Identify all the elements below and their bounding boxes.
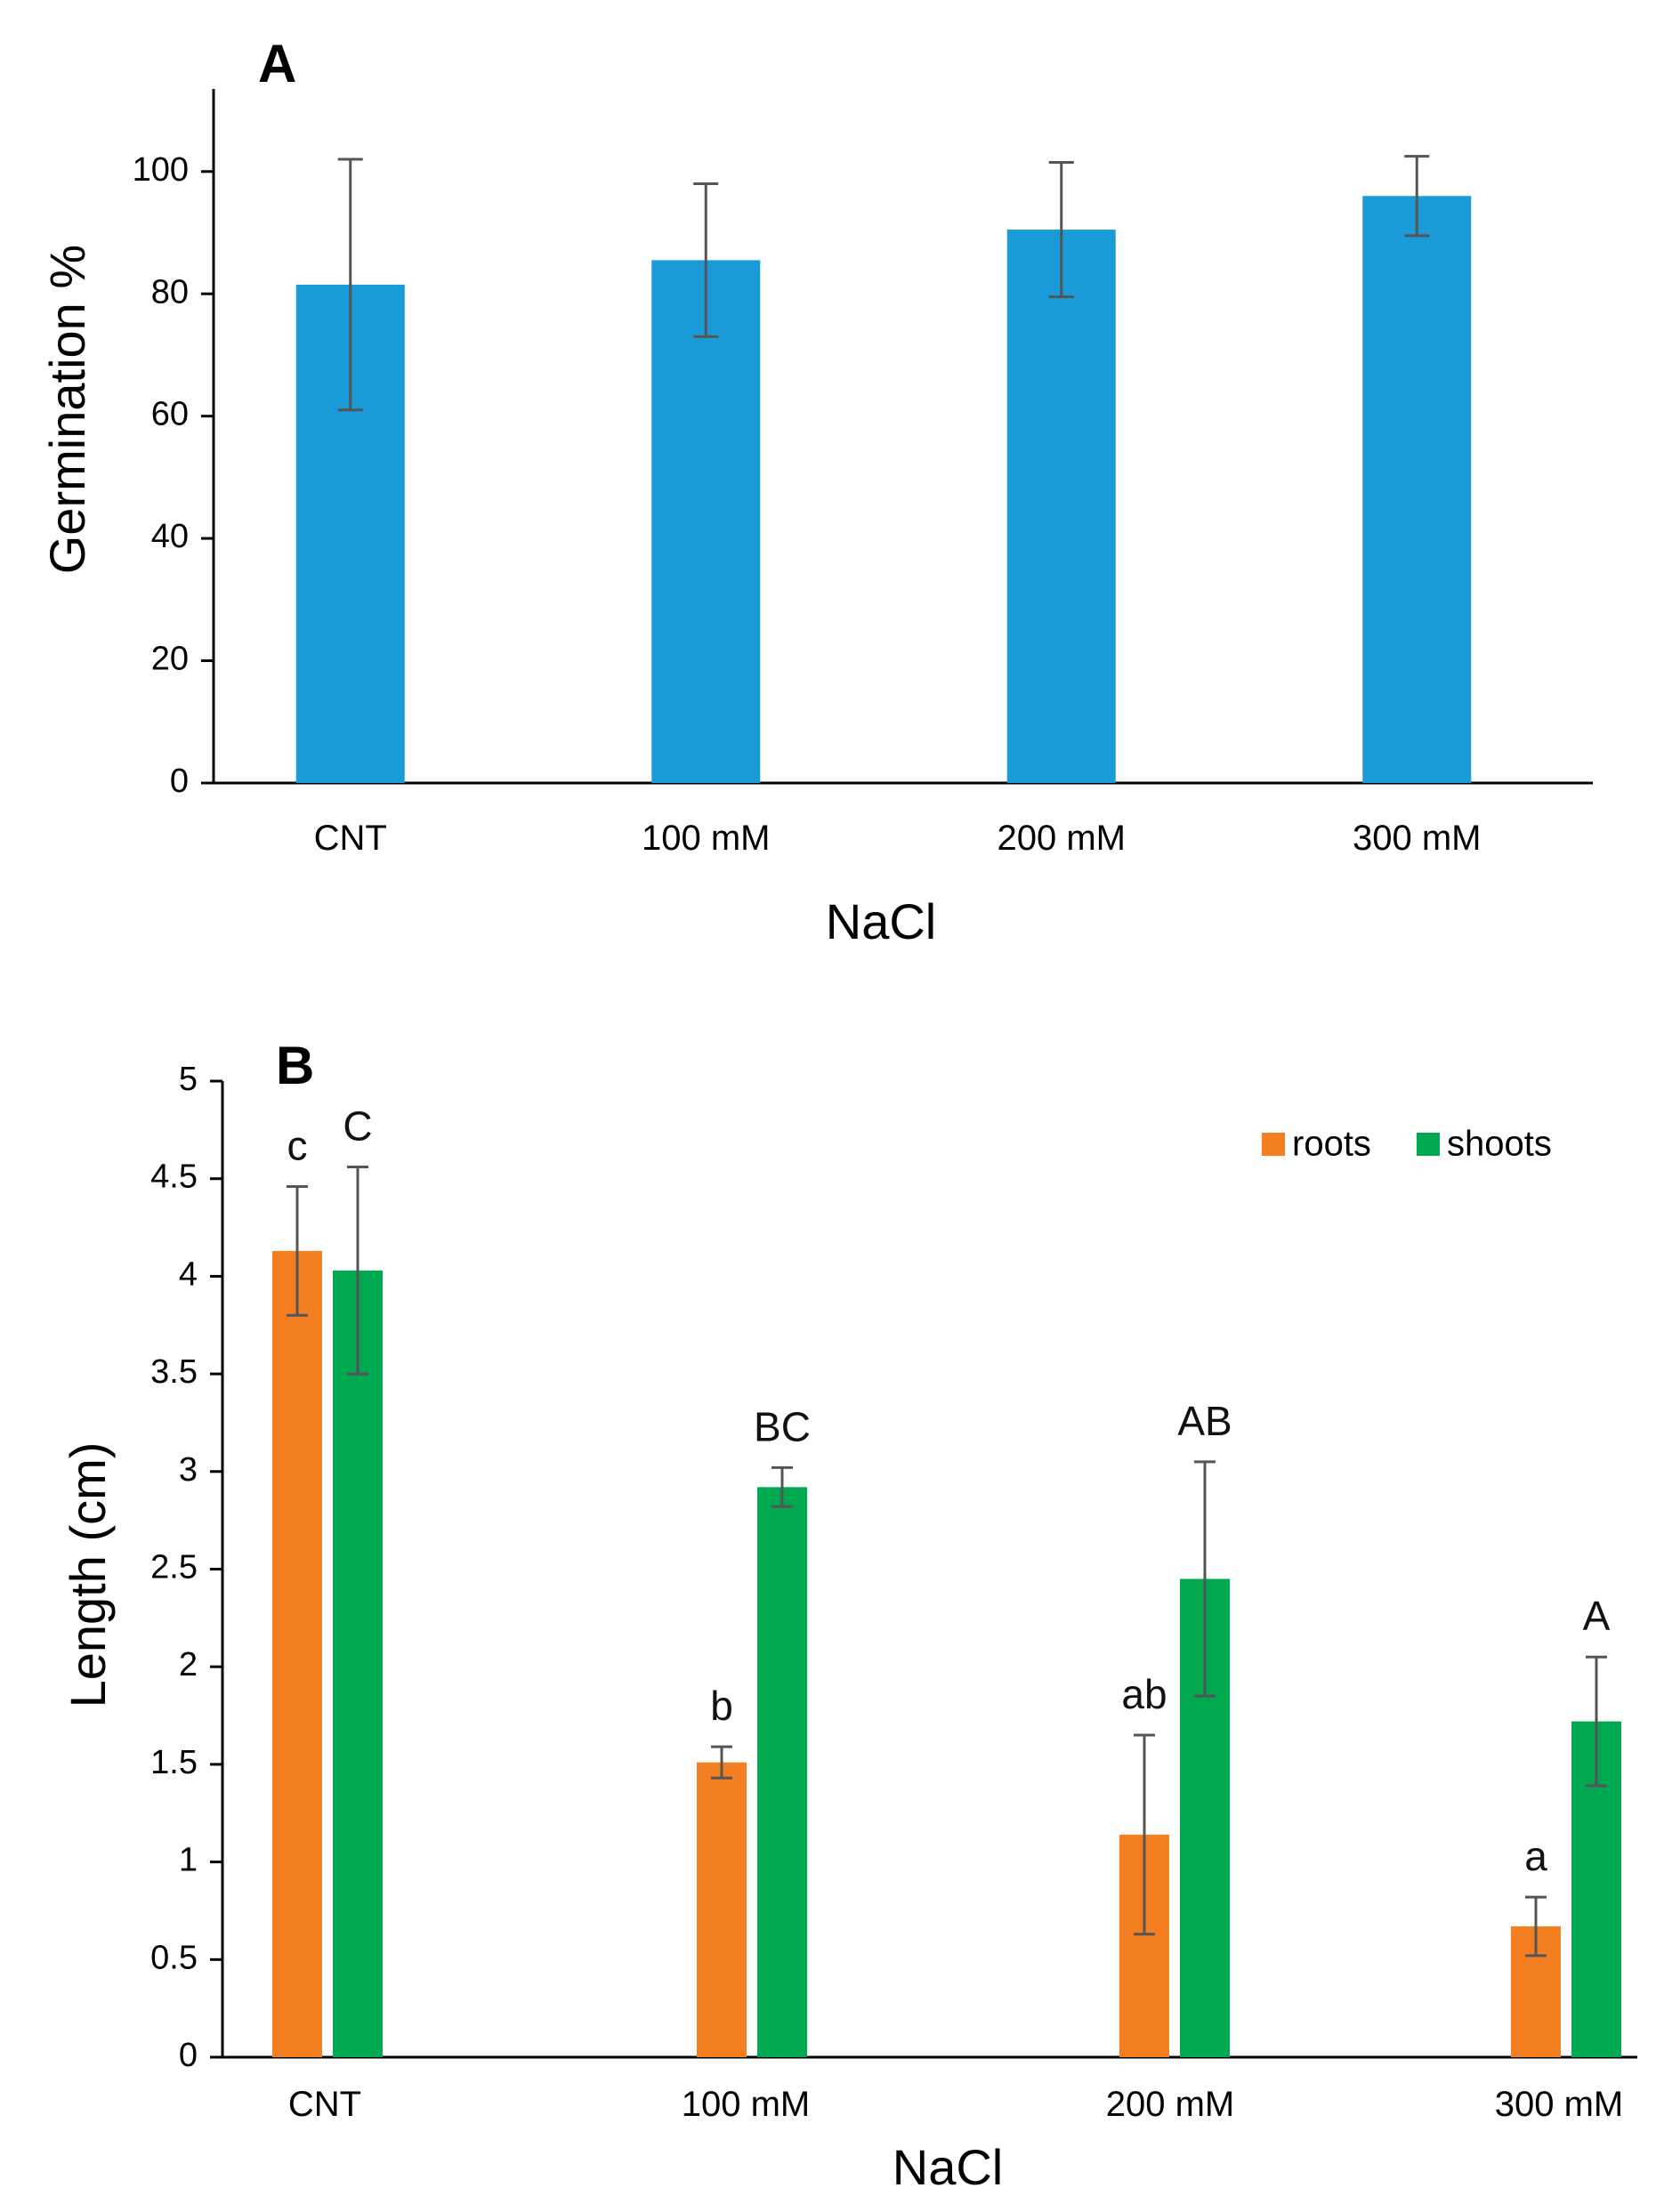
panel-b-x-axis-label: NaCl xyxy=(893,2139,1003,2195)
panel-b-y-tick-label: 3.5 xyxy=(150,1353,198,1391)
panel-b-significance-label: a xyxy=(1524,1833,1547,1879)
panel-b-bar-roots-cnt xyxy=(272,1250,322,2057)
panel-a-x-tick-label: 200 mM xyxy=(998,819,1127,858)
panel-a-y-tick-label: 80 xyxy=(151,273,189,311)
panel-b-significance-label: AB xyxy=(1177,1398,1232,1444)
panel-b-x-tick-label: CNT xyxy=(288,2085,361,2124)
panel-b-chart: B 0 0.5 1 1.5 2 2.5 3 3.5 4 4.5 5 c C CNT b BC 100 mM ab AB… xyxy=(60,1036,1637,2195)
legend-swatch-roots xyxy=(1262,1133,1285,1156)
panel-a-x-axis-label: NaCl xyxy=(826,893,936,949)
panel-a-x-tick-label: CNT xyxy=(314,819,387,858)
panel-b-bar-roots-100-mm xyxy=(697,1762,747,2057)
panel-b-y-tick-label: 2 xyxy=(179,1646,198,1683)
panel-b-legend: roots shoots xyxy=(1262,1125,1552,1164)
panel-a-bar-200-mm xyxy=(1006,230,1116,784)
panel-b-y-tick-label: 4.5 xyxy=(150,1158,198,1196)
panel-b-significance-label: ab xyxy=(1121,1671,1167,1717)
panel-b-significance-label: b xyxy=(710,1683,733,1729)
panel-a-letter: A xyxy=(258,34,296,93)
panel-b-y-axis-label: Length (cm) xyxy=(60,1442,116,1708)
panel-b-significance-label: c xyxy=(287,1122,308,1168)
panel-b-y-tick-label: 0 xyxy=(179,2037,198,2074)
panel-a-y-tick-label: 0 xyxy=(170,763,189,800)
panel-b-x-tick-label: 200 mM xyxy=(1106,2085,1235,2124)
panel-a-y-axis-label: Germination % xyxy=(39,245,95,574)
panel-a-bar-300-mm xyxy=(1362,196,1472,784)
panel-a-y-tick-label: 40 xyxy=(151,518,189,555)
panel-a-bar-100-mm xyxy=(651,260,761,783)
panel-a-y-tick-label: 60 xyxy=(151,396,189,433)
legend-label-roots: roots xyxy=(1292,1125,1371,1164)
panel-b-y-tick-label: 5 xyxy=(179,1061,198,1098)
panel-b-x-tick-label: 300 mM xyxy=(1495,2085,1624,2124)
panel-a-y-tick-label: 20 xyxy=(151,641,189,678)
panel-b-letter: B xyxy=(276,1036,314,1095)
panel-a-x-tick-label: 100 mM xyxy=(642,819,771,858)
panel-b-y-tick-label: 4 xyxy=(179,1255,198,1293)
panel-b-y-tick-label: 0.5 xyxy=(150,1939,198,1976)
panel-a-y-tick-label: 100 xyxy=(133,151,189,189)
panel-a-x-tick-label: 300 mM xyxy=(1353,819,1482,858)
panel-b-significance-label: A xyxy=(1583,1593,1611,1639)
panel-b-x-tick-label: 100 mM xyxy=(682,2085,811,2124)
panel-b-significance-label: C xyxy=(343,1103,372,1150)
panel-b-y-tick-label: 2.5 xyxy=(150,1549,198,1586)
panel-b-y-tick-label: 3 xyxy=(179,1451,198,1489)
panel-b-bar-shoots-100-mm xyxy=(757,1487,807,2057)
panel-b-bar-shoots-cnt xyxy=(333,1270,383,2057)
panel-b-y-tick-label: 1 xyxy=(179,1842,198,1879)
legend-swatch-shoots xyxy=(1417,1133,1440,1156)
panel-b-y-tick-label: 1.5 xyxy=(150,1744,198,1781)
panel-a-chart: A 0 20 40 60 80 100 CNT 100 mM 200 mM 300 mM NaCl Ge… xyxy=(39,34,1593,949)
legend-label-shoots: shoots xyxy=(1447,1125,1552,1164)
panel-b-significance-label: BC xyxy=(754,1403,811,1449)
